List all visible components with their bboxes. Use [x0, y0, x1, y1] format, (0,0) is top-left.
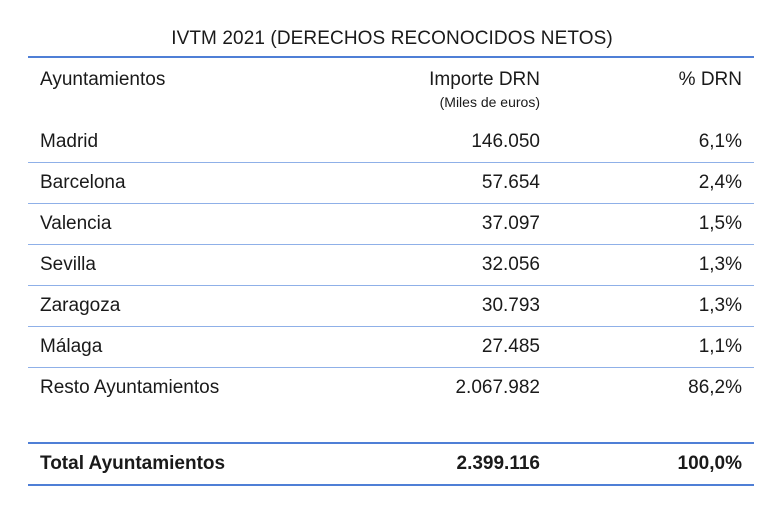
- row-amount: 37.097: [481, 213, 540, 234]
- row-pct: 86,2%: [688, 377, 742, 398]
- total-name: Total Ayuntamientos: [40, 453, 226, 474]
- row-name: Valencia: [40, 213, 112, 234]
- row-amount: 2.067.982: [455, 377, 540, 398]
- row-pct: 1,1%: [698, 336, 742, 357]
- total-pct: 100,0%: [677, 453, 742, 474]
- table-row: Sevilla 32.056 1,3%: [28, 245, 754, 286]
- row-amount: 146.050: [471, 131, 540, 152]
- total-amount: 2.399.116: [456, 453, 540, 474]
- table-row: Málaga 27.485 1,1%: [28, 327, 754, 368]
- table-spacer: [28, 408, 754, 442]
- row-amount: 27.485: [481, 336, 540, 357]
- total-row: Total Ayuntamientos 2.399.116 100,0%: [28, 442, 754, 486]
- drn-table: Ayuntamientos Importe DRN (Miles de euro…: [28, 56, 754, 486]
- row-amount: 30.793: [481, 295, 540, 316]
- row-name: Barcelona: [40, 172, 126, 193]
- row-pct: 1,5%: [698, 213, 742, 234]
- top-rule: [28, 56, 754, 58]
- header-importe: Importe DRN: [429, 69, 540, 90]
- table-row: Valencia 37.097 1,5%: [28, 204, 754, 245]
- table-title: IVTM 2021 (DERECHOS RECONOCIDOS NETOS): [171, 28, 613, 49]
- row-pct: 1,3%: [698, 295, 742, 316]
- header-ayuntamientos: Ayuntamientos: [40, 69, 166, 90]
- row-pct: 1,3%: [698, 254, 742, 275]
- row-name: Madrid: [40, 131, 99, 152]
- row-name: Resto Ayuntamientos: [40, 377, 220, 398]
- table-header: Ayuntamientos Importe DRN (Miles de euro…: [28, 58, 754, 122]
- row-name: Málaga: [40, 336, 103, 357]
- row-name: Sevilla: [40, 254, 96, 275]
- row-pct: 6,1%: [698, 131, 742, 152]
- row-pct: 2,4%: [698, 172, 742, 193]
- header-importe-unit: (Miles de euros): [439, 94, 540, 110]
- table-row: Madrid 146.050 6,1%: [28, 122, 754, 163]
- table-row: Resto Ayuntamientos 2.067.982 86,2%: [28, 368, 754, 408]
- row-amount: 32.056: [481, 254, 540, 275]
- row-amount: 57.654: [481, 172, 540, 193]
- table-row: Barcelona 57.654 2,4%: [28, 163, 754, 204]
- table-row: Zaragoza 30.793 1,3%: [28, 286, 754, 327]
- header-pct: % DRN: [678, 69, 742, 90]
- row-name: Zaragoza: [40, 295, 121, 316]
